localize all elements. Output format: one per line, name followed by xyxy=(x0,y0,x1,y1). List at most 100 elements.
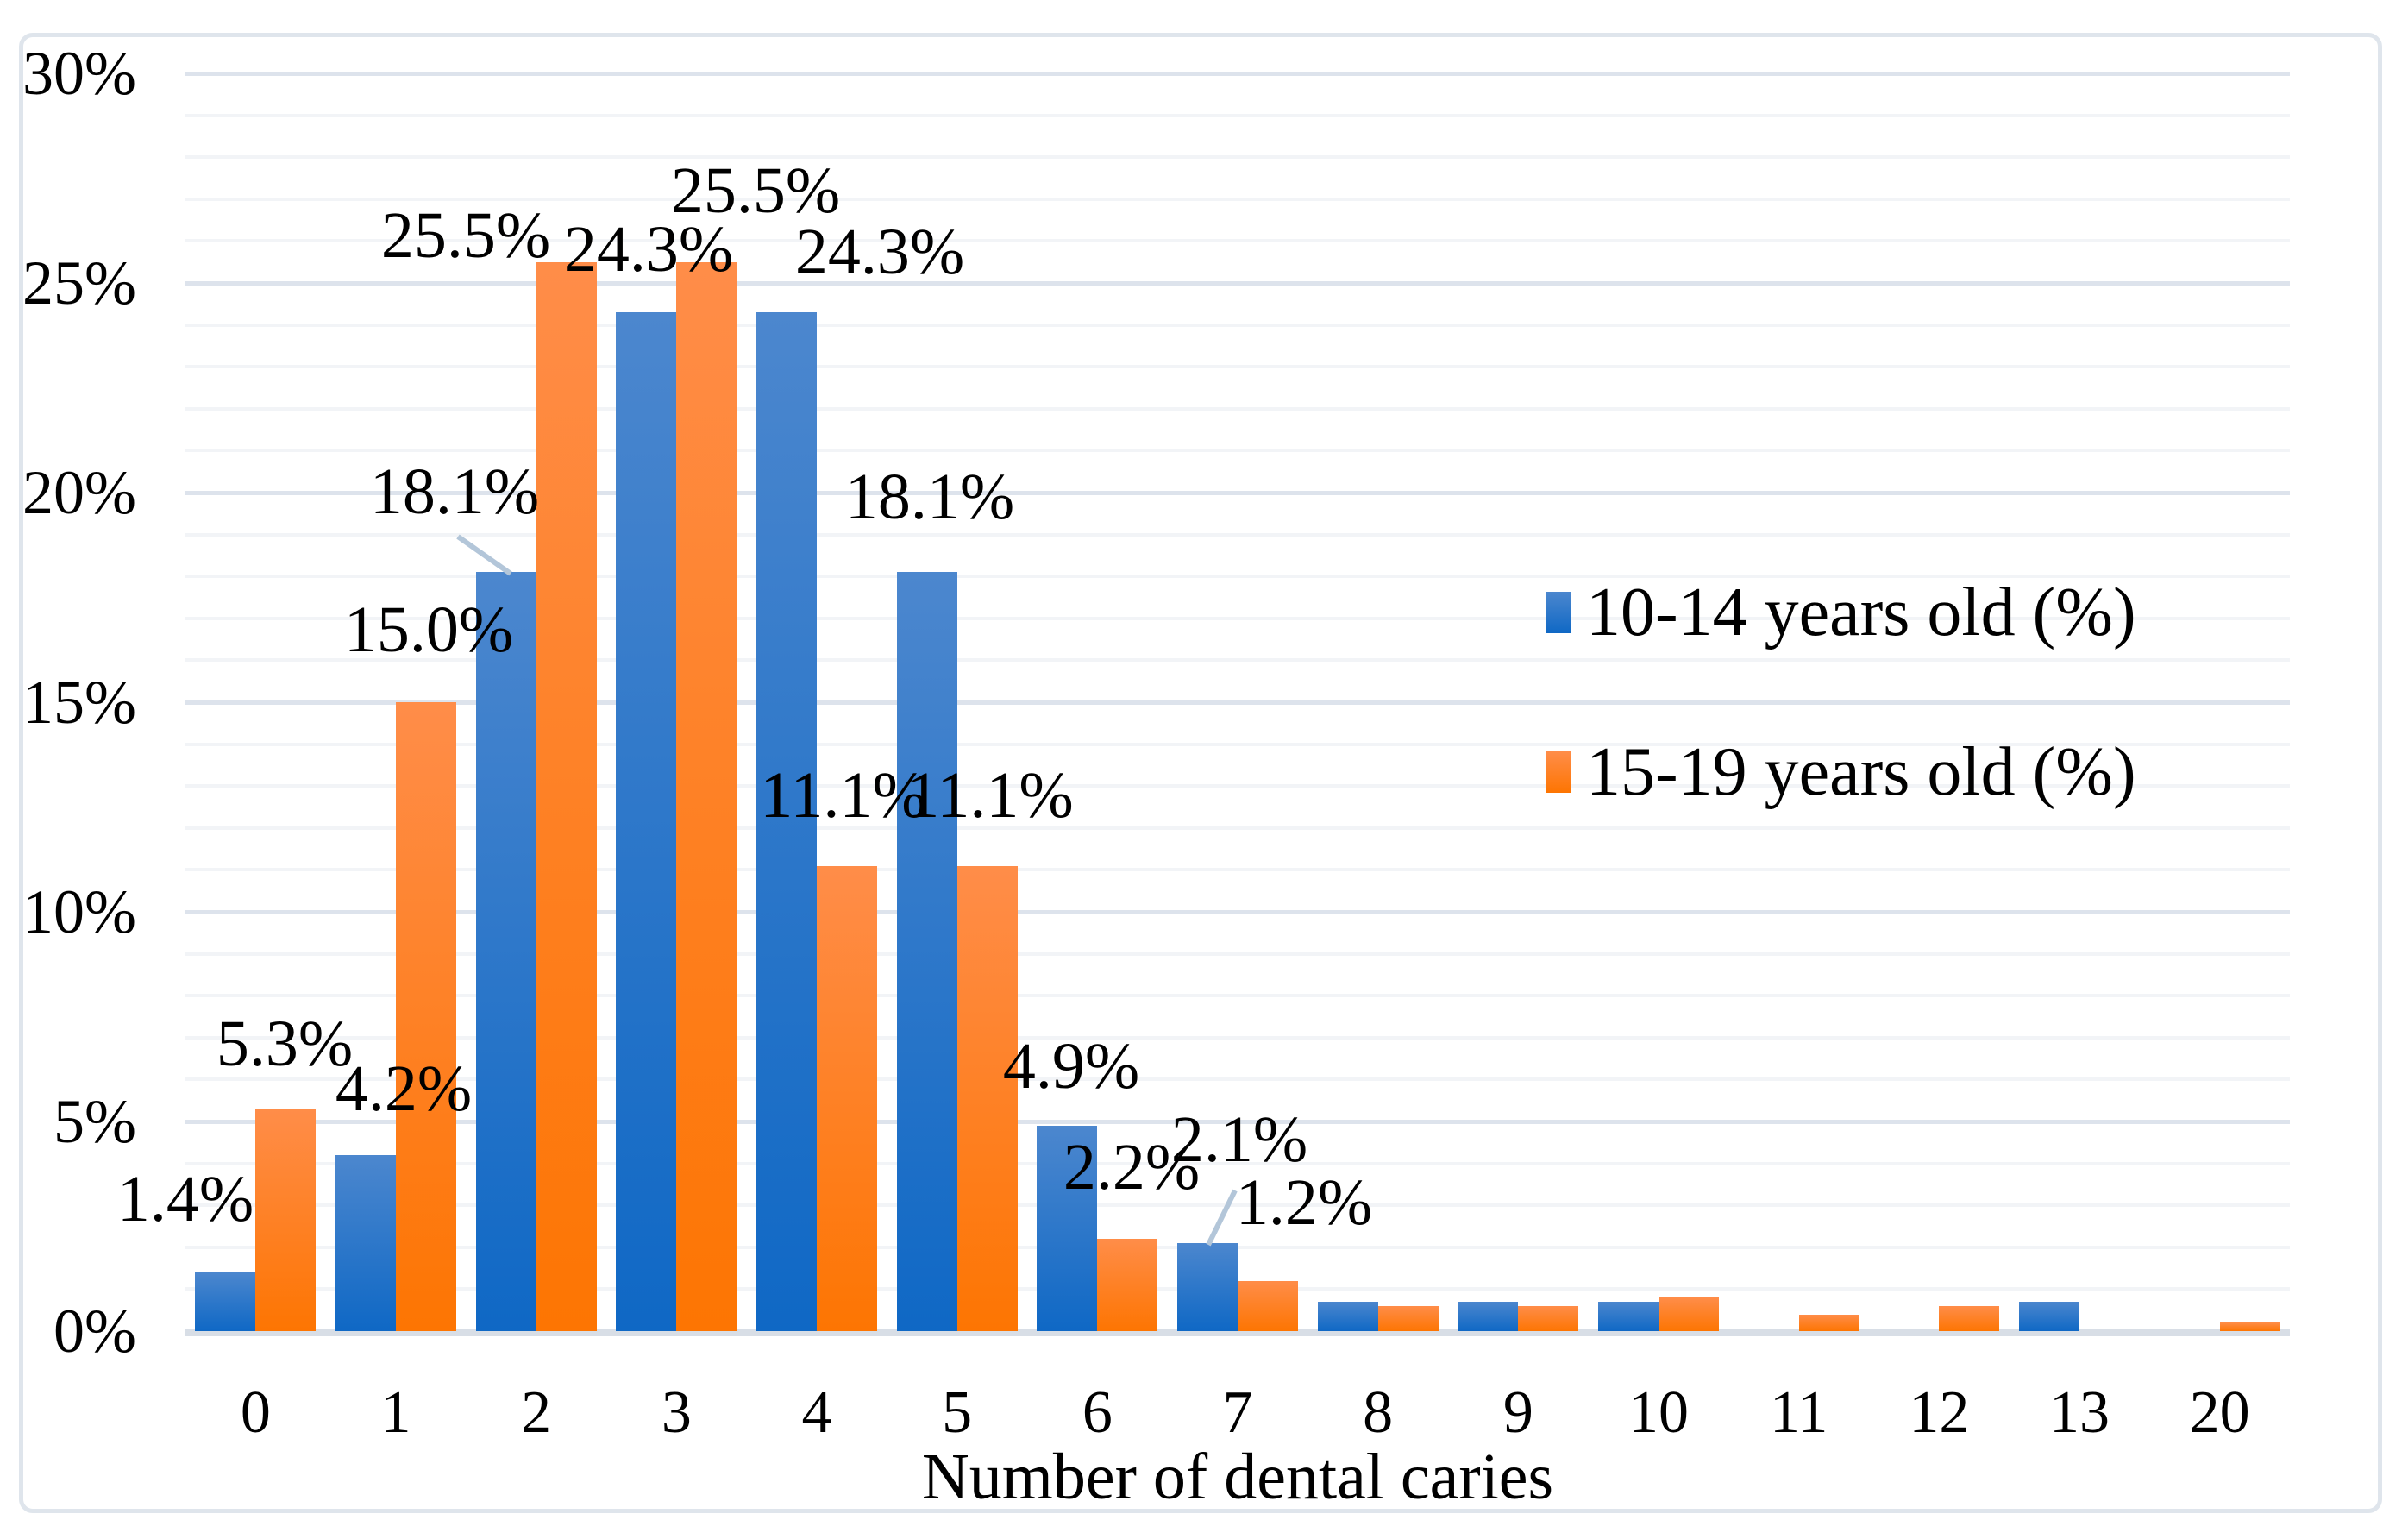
data-label-series-1-cat-1: 15.0% xyxy=(343,594,514,666)
bar-series-1-cat-7 xyxy=(1238,1280,1298,1331)
x-tick-label-8: 8 xyxy=(1363,1379,1394,1446)
bar-series-0-cat-0 xyxy=(195,1272,256,1331)
legend-label-1: 15-19 years old (%) xyxy=(1586,734,2136,810)
data-label-series-0-cat-3: 24.3% xyxy=(563,213,734,286)
bar-series-1-cat-12 xyxy=(1939,1305,2000,1331)
data-label-series-1-cat-4: 11.1% xyxy=(760,759,927,832)
x-tick-label-2: 2 xyxy=(521,1379,552,1446)
x-axis-line xyxy=(185,1329,2290,1336)
data-label-series-0-cat-2: 18.1% xyxy=(369,455,540,528)
bar-series-0-cat-10 xyxy=(1598,1301,1659,1331)
data-label-series-1-cat-7: 1.2% xyxy=(1235,1166,1373,1239)
bar-series-0-cat-8 xyxy=(1317,1301,1378,1331)
gridline-minor xyxy=(185,449,2290,453)
x-tick-label-5: 5 xyxy=(942,1379,973,1446)
bar-series-0-cat-6 xyxy=(1037,1125,1098,1331)
bar-series-1-cat-2 xyxy=(536,261,597,1331)
gridline-minor xyxy=(185,575,2290,579)
bar-series-0-cat-5 xyxy=(896,572,957,1331)
bar-series-1-cat-4 xyxy=(817,865,877,1331)
bar-series-1-cat-6 xyxy=(1097,1239,1158,1331)
gridline-minor xyxy=(185,1203,2290,1208)
data-label-series-0-cat-0: 1.4% xyxy=(116,1163,254,1235)
gridline-minor xyxy=(185,239,2290,243)
bar-series-0-cat-7 xyxy=(1177,1242,1238,1331)
gridline-minor xyxy=(185,994,2290,998)
bar-series-1-cat-9 xyxy=(1518,1305,1579,1331)
y-tick-label-20pct: 20% xyxy=(22,458,136,527)
x-tick-label-7: 7 xyxy=(1222,1379,1253,1446)
data-label-series-0-cat-7: 2.1% xyxy=(1170,1103,1308,1176)
bar-series-0-cat-3 xyxy=(616,312,677,1331)
data-label-series-0-cat-1: 4.2% xyxy=(335,1052,473,1125)
gridline-major xyxy=(185,491,2290,495)
bar-series-0-cat-9 xyxy=(1458,1301,1519,1331)
data-label-series-0-cat-6: 4.9% xyxy=(1002,1030,1140,1102)
y-tick-label-5pct: 5% xyxy=(53,1087,136,1156)
gridline-minor xyxy=(185,616,2290,620)
bar-series-1-cat-20 xyxy=(2219,1322,2280,1331)
chart-border xyxy=(19,33,2382,1513)
bar-series-0-cat-13 xyxy=(2019,1301,2079,1331)
gridline-minor xyxy=(185,658,2290,663)
bar-series-1-cat-3 xyxy=(676,261,737,1331)
gridline-minor xyxy=(185,1245,2290,1249)
gridline-minor xyxy=(185,532,2290,537)
gridline-major xyxy=(185,910,2290,914)
y-tick-label-10pct: 10% xyxy=(22,877,136,946)
x-tick-label-11: 11 xyxy=(1769,1379,1828,1446)
gridline-minor xyxy=(185,323,2290,327)
bar-series-1-cat-11 xyxy=(1798,1314,1859,1331)
bar-series-1-cat-8 xyxy=(1377,1305,1439,1331)
gridline-major xyxy=(185,700,2290,705)
gridline-minor xyxy=(185,1161,2290,1165)
data-label-series-1-cat-6: 2.2% xyxy=(1063,1131,1201,1203)
data-label-series-1-cat-0: 5.3% xyxy=(216,1008,354,1080)
legend-item-1: 15-19 years old (%) xyxy=(1546,731,2136,813)
gridline-minor xyxy=(185,365,2290,369)
y-tick-label-15pct: 15% xyxy=(22,668,136,737)
gridline-minor xyxy=(185,197,2290,201)
y-tick-label-25pct: 25% xyxy=(22,248,136,317)
x-tick-label-6: 6 xyxy=(1082,1379,1113,1446)
x-tick-label-13: 13 xyxy=(2049,1379,2110,1446)
x-tick-label-1: 1 xyxy=(380,1379,411,1446)
gridline-minor xyxy=(185,155,2290,160)
data-label-series-1-cat-3: 25.5% xyxy=(670,154,841,227)
x-axis-title: Number of dental caries xyxy=(921,1441,1554,1513)
bar-series-0-cat-1 xyxy=(335,1154,396,1331)
data-label-series-1-cat-5: 11.1% xyxy=(906,759,1074,832)
data-label-series-0-cat-4: 24.3% xyxy=(794,216,965,288)
gridline-minor xyxy=(185,406,2290,411)
bar-series-1-cat-1 xyxy=(396,702,456,1331)
gridline-minor xyxy=(185,742,2290,746)
x-tick-label-20: 20 xyxy=(2189,1379,2250,1446)
bar-series-1-cat-5 xyxy=(956,865,1018,1331)
data-label-series-1-cat-2: 25.5% xyxy=(380,199,551,272)
gridline-minor xyxy=(185,952,2290,956)
gridline-minor xyxy=(185,868,2290,872)
x-tick-label-0: 0 xyxy=(240,1379,271,1446)
gridline-minor xyxy=(185,1035,2290,1040)
gridline-minor xyxy=(185,113,2290,117)
gridline-major xyxy=(185,72,2290,76)
x-tick-label-12: 12 xyxy=(1909,1379,1970,1446)
data-label-series-0-cat-5: 18.1% xyxy=(844,461,1015,533)
y-tick-label-30pct: 30% xyxy=(22,39,136,108)
bar-series-1-cat-0 xyxy=(255,1109,317,1331)
y-tick-label-0pct: 0% xyxy=(53,1297,136,1366)
bar-series-1-cat-10 xyxy=(1659,1297,1719,1331)
gridline-minor xyxy=(185,1077,2290,1082)
gridline-minor xyxy=(185,826,2290,830)
bar-series-0-cat-2 xyxy=(475,572,536,1331)
legend-swatch-1 xyxy=(1546,751,1571,793)
legend-label-0: 10-14 years old (%) xyxy=(1586,575,2136,650)
x-tick-label-10: 10 xyxy=(1628,1379,1689,1446)
x-tick-label-4: 4 xyxy=(801,1379,832,1446)
bar-series-0-cat-4 xyxy=(756,312,817,1331)
legend-swatch-0 xyxy=(1546,592,1571,633)
gridline-major xyxy=(185,281,2290,286)
legend-item-0: 10-14 years old (%) xyxy=(1546,571,2136,654)
gridline-minor xyxy=(185,784,2290,788)
